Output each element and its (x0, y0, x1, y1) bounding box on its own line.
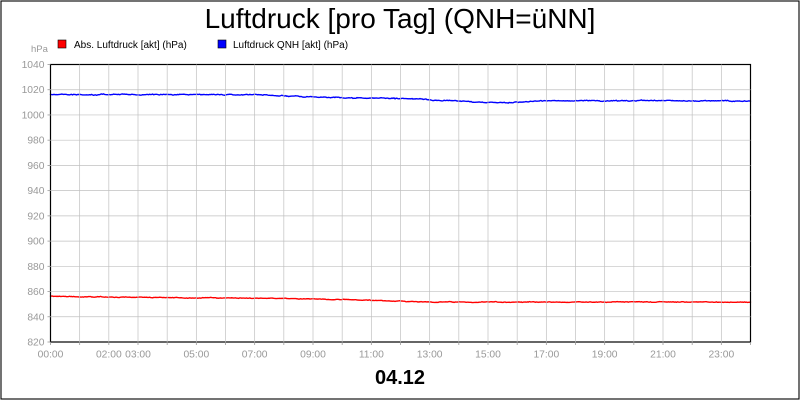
svg-text:980: 980 (27, 136, 44, 147)
svg-text:840: 840 (27, 312, 44, 323)
svg-text:13:00: 13:00 (417, 350, 443, 361)
svg-text:860: 860 (27, 287, 44, 298)
svg-text:11:00: 11:00 (359, 350, 384, 361)
svg-text:17:00: 17:00 (533, 350, 559, 361)
svg-text:hPa: hPa (31, 44, 49, 55)
svg-text:880: 880 (27, 262, 44, 273)
svg-text:1040: 1040 (22, 60, 45, 71)
svg-text:23:00: 23:00 (708, 350, 734, 361)
svg-text:Luftdruck QNH [akt] (hPa): Luftdruck QNH [akt] (hPa) (233, 40, 348, 51)
svg-text:05:00: 05:00 (183, 350, 209, 361)
svg-text:03:00: 03:00 (125, 350, 151, 361)
svg-text:900: 900 (27, 237, 44, 248)
svg-text:15:00: 15:00 (475, 350, 501, 361)
svg-text:960: 960 (27, 161, 44, 172)
svg-text:Abs. Luftdruck [akt] (hPa): Abs. Luftdruck [akt] (hPa) (74, 40, 187, 51)
svg-text:02:00: 02:00 (96, 350, 122, 361)
svg-text:940: 940 (27, 186, 44, 197)
svg-text:07:00: 07:00 (242, 350, 268, 361)
svg-text:09:00: 09:00 (300, 350, 326, 361)
svg-text:1020: 1020 (22, 85, 45, 96)
svg-text:920: 920 (27, 211, 44, 222)
svg-text:1000: 1000 (22, 110, 45, 121)
svg-text:820: 820 (27, 338, 44, 349)
svg-text:21:00: 21:00 (650, 350, 676, 361)
svg-text:00:00: 00:00 (38, 350, 64, 361)
svg-text:19:00: 19:00 (592, 350, 618, 361)
